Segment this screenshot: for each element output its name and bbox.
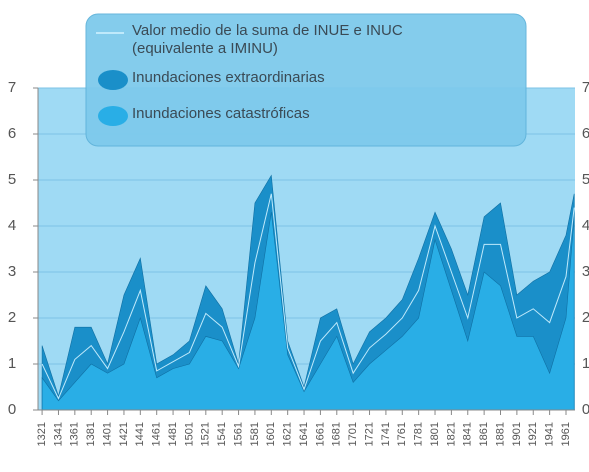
y2-tick-label: 0 bbox=[582, 401, 589, 418]
y-tick-label: 5 bbox=[8, 171, 16, 188]
x-tick-label: 1861 bbox=[478, 422, 490, 446]
x-tick-label: 1461 bbox=[151, 422, 163, 446]
y2-tick-label: 2 bbox=[582, 309, 589, 326]
legend-label-line: (equivalente a IMINU) bbox=[132, 40, 278, 57]
x-tick-label: 1541 bbox=[216, 422, 228, 446]
y2-tick-label: 4 bbox=[582, 217, 589, 234]
x-tick-label: 1761 bbox=[396, 422, 408, 446]
y-tick-label: 7 bbox=[8, 79, 16, 96]
x-tick-label: 1581 bbox=[249, 422, 261, 446]
x-tick-label: 1881 bbox=[494, 422, 506, 446]
y-tick-label: 2 bbox=[8, 309, 16, 326]
y2-tick-label: 1 bbox=[582, 355, 589, 372]
x-tick-label: 1481 bbox=[167, 422, 179, 446]
x-tick-label: 1921 bbox=[527, 422, 539, 446]
x-tick-label: 1401 bbox=[101, 422, 113, 446]
legend-box bbox=[85, 13, 527, 147]
x-tick-label: 1441 bbox=[134, 422, 146, 446]
x-tick-label: 1521 bbox=[200, 422, 212, 446]
legend-label: Inundaciones catastróficas bbox=[132, 105, 310, 122]
legend-label: Valor medio de la suma de INUE e INUC (eq… bbox=[132, 22, 403, 57]
legend-swatch bbox=[98, 70, 128, 90]
y-tick-label: 0 bbox=[8, 401, 16, 418]
x-tick-label: 1941 bbox=[544, 422, 556, 446]
y-tick-label: 6 bbox=[8, 125, 16, 142]
x-tick-label: 1901 bbox=[511, 422, 523, 446]
y-tick-label: 1 bbox=[8, 355, 16, 372]
x-tick-label: 1961 bbox=[560, 422, 572, 446]
area bbox=[41, 212, 575, 411]
y2-tick-label: 6 bbox=[582, 125, 589, 142]
x-tick-label: 1561 bbox=[232, 422, 244, 446]
x-tick-label: 1741 bbox=[380, 422, 392, 446]
line bbox=[41, 193, 575, 400]
x-tick-label: 1801 bbox=[429, 422, 441, 446]
legend-swatch bbox=[98, 106, 128, 126]
x-tick-label: 1821 bbox=[445, 422, 457, 446]
x-tick-label: 1721 bbox=[363, 422, 375, 446]
x-tick-label: 1621 bbox=[282, 422, 294, 446]
y2-tick-label: 3 bbox=[582, 263, 589, 280]
x-tick-label: 1841 bbox=[462, 422, 474, 446]
x-tick-label: 1601 bbox=[265, 422, 277, 446]
legend-label-line: Valor medio de la suma de INUE e INUC bbox=[132, 22, 403, 39]
x-tick-label: 1501 bbox=[183, 422, 195, 446]
x-tick-label: 1321 bbox=[36, 422, 48, 446]
x-tick-label: 1681 bbox=[331, 422, 343, 446]
x-tick-label: 1421 bbox=[118, 422, 130, 446]
x-tick-label: 1361 bbox=[69, 422, 81, 446]
y2-tick-label: 7 bbox=[582, 79, 589, 96]
x-tick-label: 1661 bbox=[314, 422, 326, 446]
y2-tick-label: 5 bbox=[582, 171, 589, 188]
y-tick-label: 4 bbox=[8, 217, 16, 234]
x-tick-label: 1381 bbox=[85, 422, 97, 446]
x-tick-label: 1341 bbox=[52, 422, 64, 446]
y-tick-label: 3 bbox=[8, 263, 16, 280]
x-tick-label: 1701 bbox=[347, 422, 359, 446]
legend-label: Inundaciones extraordinarias bbox=[132, 69, 325, 86]
x-tick-label: 1781 bbox=[413, 422, 425, 446]
x-tick-label: 1641 bbox=[298, 422, 310, 446]
